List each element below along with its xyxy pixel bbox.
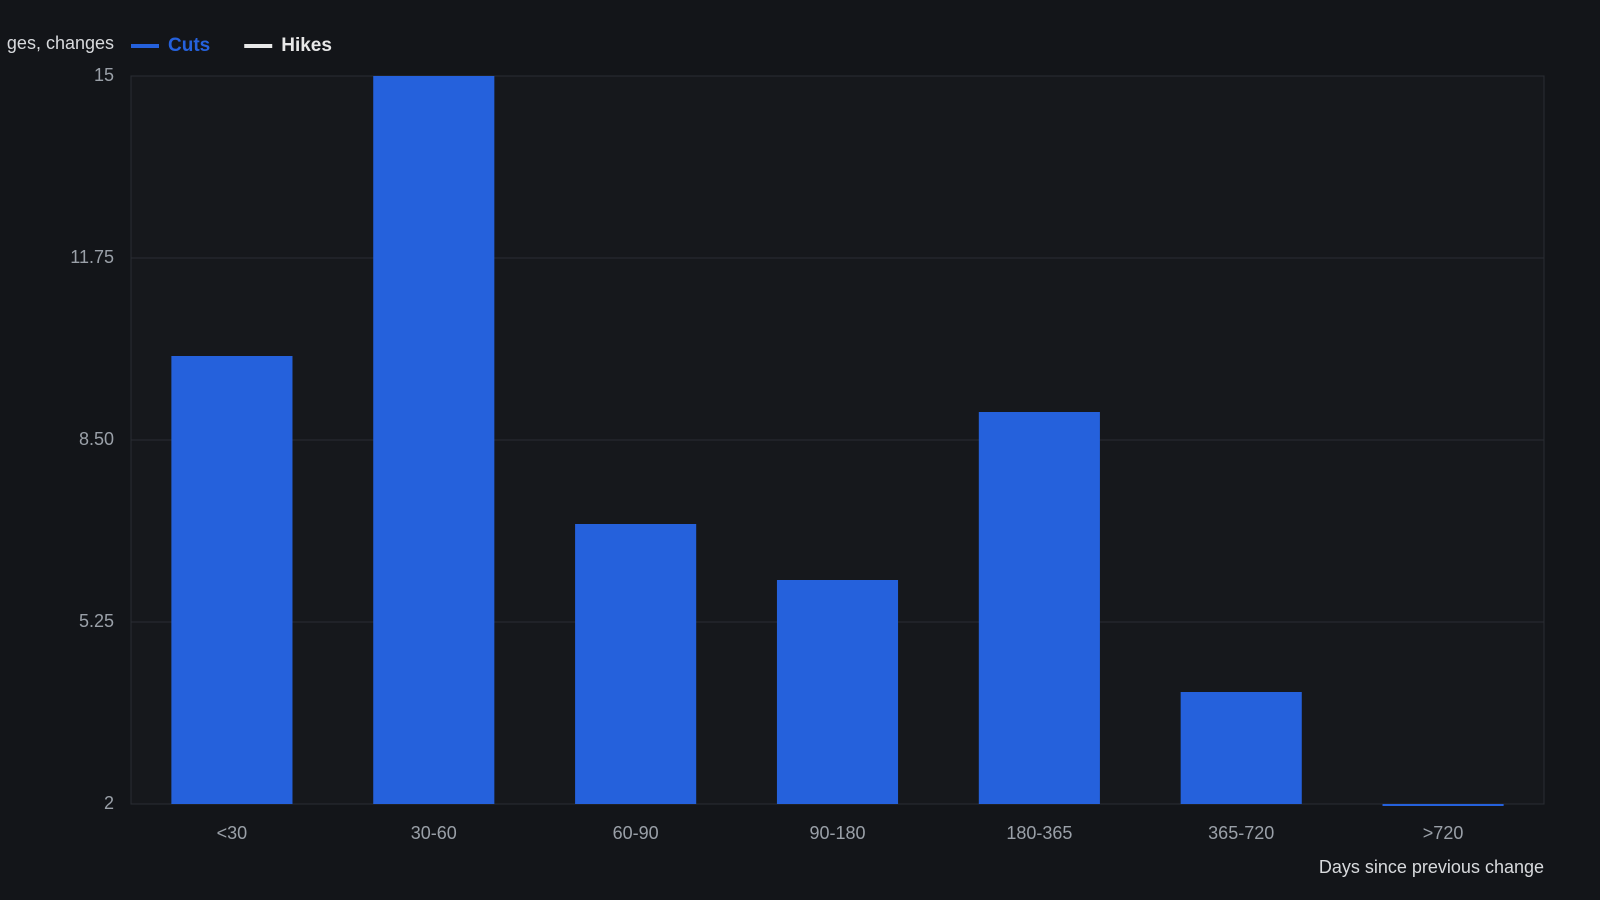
x-axis-label: Days since previous change (1319, 857, 1544, 877)
y-tick-label: 15 (94, 65, 114, 85)
bar (373, 76, 495, 804)
bar (1382, 804, 1504, 806)
x-tick-label: 60-90 (613, 823, 659, 843)
y-tick-label: 2 (104, 793, 114, 813)
x-tick-label: >720 (1423, 823, 1464, 843)
bar (978, 412, 1100, 804)
bar (575, 524, 697, 804)
bar (776, 580, 899, 804)
legend-label: Cuts (168, 35, 210, 56)
legend-label: Hikes (281, 35, 332, 56)
y-axis-label: ges, changes (7, 33, 114, 53)
x-tick-label: 30-60 (411, 823, 457, 843)
y-tick-label: 11.75 (70, 247, 114, 267)
bar (171, 356, 293, 804)
x-tick-label: <30 (217, 823, 248, 843)
x-tick-label: 365-720 (1208, 823, 1274, 843)
bar (1180, 692, 1302, 804)
y-tick-label: 8.50 (79, 429, 114, 449)
y-tick-label: 5.25 (79, 611, 114, 631)
x-tick-label: 90-180 (809, 823, 865, 843)
x-tick-label: 180-365 (1006, 823, 1072, 843)
